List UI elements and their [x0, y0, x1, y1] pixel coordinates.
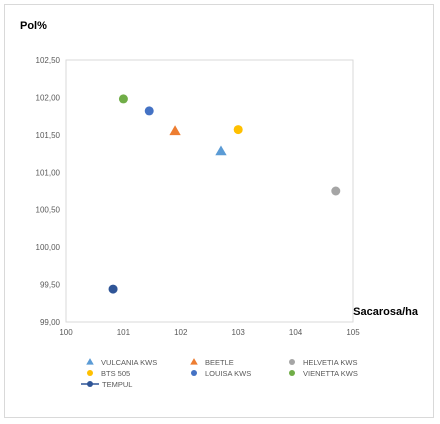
- legend-label: TEMPUL: [102, 380, 132, 389]
- legend-marker: [87, 381, 93, 387]
- y-tick-label: 102,50: [36, 56, 61, 65]
- data-point: [215, 145, 227, 156]
- data-point: [233, 125, 243, 135]
- x-tick-label: 102: [174, 328, 188, 337]
- legend-label: LOUISA KWS: [205, 369, 251, 378]
- legend-marker: [87, 370, 93, 376]
- y-tick-label: 99,50: [40, 281, 61, 290]
- y-tick-label: 99,00: [40, 318, 61, 327]
- y-tick-label: 101,00: [36, 168, 61, 177]
- legend-marker: [191, 370, 197, 376]
- legend-label: HELVETIA KWS: [303, 358, 357, 367]
- legend-label: VIENETTA KWS: [303, 369, 358, 378]
- legend-label: BTS 505: [101, 369, 130, 378]
- data-point: [331, 186, 341, 196]
- x-tick-label: 103: [232, 328, 246, 337]
- x-axis-title: Sacarosa/ha: [353, 306, 419, 318]
- data-point: [169, 125, 181, 136]
- x-tick-label: 100: [59, 328, 73, 337]
- x-tick-label: 105: [346, 328, 360, 337]
- chart-frame: [4, 4, 434, 418]
- y-tick-label: 100,00: [36, 243, 61, 252]
- y-axis-title: Pol%: [20, 20, 47, 32]
- data-point: [144, 106, 154, 116]
- legend-label: VULCANIA KWS: [101, 358, 157, 367]
- legend-marker: [86, 358, 94, 365]
- legend-marker: [289, 370, 295, 376]
- data-point: [108, 284, 118, 294]
- legend-marker: [190, 358, 198, 365]
- legend: VULCANIA KWS BEETLE HELVETIA KWS BTS 505 LOU…: [81, 358, 358, 389]
- y-tick-label: 101,50: [36, 131, 61, 140]
- plot-area-border: [65, 59, 354, 323]
- data-points: [108, 94, 341, 294]
- legend-label: BEETLE: [205, 358, 234, 367]
- axis-ticks: 99,00 99,50 100,00 100,50 101,00 101,50 102,00…: [36, 56, 361, 337]
- y-tick-label: 100,50: [36, 206, 61, 215]
- legend-marker: [289, 359, 295, 365]
- data-point: [118, 94, 128, 104]
- y-tick-label: 102,00: [36, 93, 61, 102]
- x-tick-label: 104: [289, 328, 303, 337]
- x-tick-label: 101: [117, 328, 131, 337]
